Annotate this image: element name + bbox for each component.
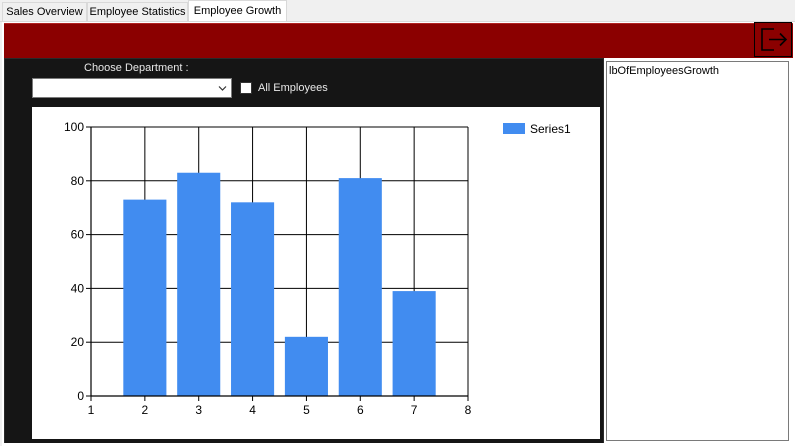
growth-label-panel: lbOfEmployeesGrowth [606, 61, 789, 441]
tab-divider [0, 21, 795, 22]
tab-strip: Sales Overview Employee Statistics Emplo… [0, 0, 795, 22]
all-employees-label: All Employees [258, 82, 328, 94]
bar [177, 172, 221, 396]
y-tick-label: 40 [71, 281, 85, 295]
logout-icon [761, 28, 788, 51]
x-tick-label: 8 [465, 403, 472, 417]
bar [338, 178, 382, 396]
growth-chart: 0 20 40 60 80 100 1 2 3 4 5 6 7 8 Series1 [32, 107, 600, 439]
bottom-border [2, 443, 795, 446]
x-tick-label: 4 [249, 403, 256, 417]
y-tick-label: 60 [71, 228, 85, 242]
y-tick-label: 100 [64, 120, 84, 134]
chart-svg: 0 20 40 60 80 100 1 2 3 4 5 6 7 8 Series1 [64, 120, 571, 417]
bar [284, 336, 328, 396]
tab-sales-overview[interactable]: Sales Overview [2, 2, 87, 22]
department-dropdown[interactable] [32, 78, 232, 98]
logout-button[interactable] [754, 22, 792, 57]
legend-swatch [503, 123, 525, 134]
x-tick-label: 2 [142, 403, 149, 417]
x-tick-label: 7 [411, 403, 418, 417]
y-tick-label: 80 [71, 174, 85, 188]
bar [392, 291, 436, 396]
tab-employee-statistics[interactable]: Employee Statistics [87, 2, 188, 22]
y-tick-label: 0 [77, 389, 84, 403]
bar [231, 202, 275, 396]
x-tick-label: 6 [357, 403, 364, 417]
all-employees-checkbox[interactable] [240, 82, 252, 94]
x-tick-label: 5 [303, 403, 310, 417]
y-tick-label: 20 [71, 335, 85, 349]
x-tick-label: 1 [88, 403, 95, 417]
header-bar [4, 23, 793, 58]
chevron-down-icon [218, 86, 227, 91]
bar [123, 199, 167, 396]
growth-label: lbOfEmployeesGrowth [609, 65, 720, 77]
x-tick-label: 3 [195, 403, 202, 417]
department-label: Choose Department : [84, 62, 189, 74]
legend-label: Series1 [530, 122, 571, 136]
tab-employee-growth[interactable]: Employee Growth [188, 0, 287, 22]
